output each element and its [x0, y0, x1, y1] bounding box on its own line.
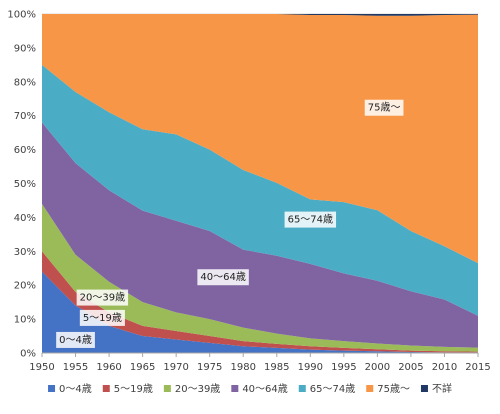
- legend-label: 0〜4歳: [59, 383, 92, 395]
- y-tick-label: 90%: [14, 43, 36, 54]
- x-tick-label: 1965: [130, 362, 155, 373]
- annotation-text: 20〜39歳: [80, 292, 125, 304]
- annotation-box: [56, 331, 95, 348]
- annotation-box: [364, 99, 404, 116]
- x-axis-tick-labels: 1950 1955 1960 1965 1970 1975 1980 1985 1990 1995…: [29, 362, 490, 373]
- annotation-text: 65〜74歳: [288, 214, 333, 226]
- y-tick-label: 10%: [14, 315, 36, 326]
- y-tick-label: 20%: [14, 281, 36, 292]
- x-tick-label: 1995: [331, 362, 356, 373]
- legend-item: 5〜19歳: [102, 383, 153, 395]
- legend-label: 不詳: [432, 382, 452, 395]
- annotation-label: 65〜74歳: [284, 211, 337, 228]
- legend-label: 40〜64歳: [242, 383, 287, 395]
- legend-swatch: [48, 385, 56, 392]
- area-series-4: [42, 122, 478, 348]
- legend-label: 20〜39歳: [175, 383, 220, 395]
- legend-swatch: [420, 385, 428, 392]
- legend-item: 0〜4歳: [48, 383, 92, 395]
- x-tick-label: 1980: [231, 362, 256, 373]
- x-tick-label: 1985: [264, 362, 289, 373]
- y-tick-label: 100%: [7, 10, 36, 21]
- legend-swatch: [298, 385, 306, 392]
- axes: [41, 352, 479, 357]
- y-tick-label: 80%: [14, 77, 36, 88]
- legend-item: 40〜64歳: [231, 383, 288, 395]
- annotation-box: [76, 289, 129, 306]
- legend-item: 不詳: [420, 382, 452, 395]
- legend: 0〜4歳 5〜19歳 20〜39歳 40〜64歳 65〜74歳 75歳〜 不詳: [48, 382, 452, 395]
- area-series-6: [42, 14, 478, 264]
- series-annotations: 0〜4歳 5〜19歳 20〜39歳 40〜64歳 65〜74歳 75歳〜: [56, 99, 404, 348]
- x-tick-label: 2015: [465, 362, 490, 373]
- x-tick-label: 1975: [197, 362, 222, 373]
- legend-item: 75歳〜: [366, 383, 410, 395]
- y-tick-label: 30%: [14, 247, 36, 258]
- legend-swatch: [102, 385, 110, 392]
- legend-item: 20〜39歳: [163, 383, 220, 395]
- annotation-text: 40〜64歳: [200, 271, 245, 283]
- area-series-3: [42, 203, 478, 352]
- annotation-label: 20〜39歳: [76, 289, 129, 306]
- x-tick-label: 1990: [298, 362, 323, 373]
- legend-swatch: [163, 385, 171, 392]
- annotation-label: 40〜64歳: [197, 269, 249, 286]
- legend-label: 75歳〜: [377, 383, 410, 395]
- legend-swatch: [231, 385, 239, 392]
- y-tick-label: 60%: [14, 145, 36, 156]
- y-tick-label: 0%: [20, 349, 36, 360]
- y-tick-label: 50%: [14, 179, 36, 190]
- x-tick-label: 2010: [432, 362, 457, 373]
- area-series-7: [42, 14, 478, 16]
- legend-item: 65〜74歳: [298, 383, 355, 395]
- legend-label: 5〜19歳: [114, 383, 153, 395]
- annotation-text: 0〜4歳: [59, 334, 92, 346]
- annotation-box: [79, 309, 125, 326]
- x-tick-label: 1970: [163, 362, 188, 373]
- annotation-text: 5〜19歳: [83, 312, 122, 324]
- annotation-box: [197, 269, 249, 286]
- annotation-label: 0〜4歳: [56, 331, 95, 348]
- x-tick-label: 1955: [63, 362, 88, 373]
- x-tick-label: 2005: [398, 362, 423, 373]
- annotation-text: 75歳〜: [368, 102, 401, 114]
- annotation-box: [284, 211, 337, 228]
- annotation-label: 75歳〜: [364, 99, 404, 116]
- legend-swatch: [366, 385, 374, 392]
- area-series-5: [42, 64, 478, 316]
- annotation-label: 5〜19歳: [79, 309, 125, 326]
- y-tick-label: 40%: [14, 213, 36, 224]
- x-tick-label: 1950: [29, 362, 54, 373]
- y-axis-tick-labels: 0% 10% 20% 30% 40% 50% 60% 70% 80% 90% 100%: [7, 10, 36, 360]
- y-tick-label: 70%: [14, 111, 36, 122]
- legend-label: 65〜74歳: [310, 383, 355, 395]
- x-tick-label: 1960: [96, 362, 121, 373]
- x-tick-label: 2000: [365, 362, 390, 373]
